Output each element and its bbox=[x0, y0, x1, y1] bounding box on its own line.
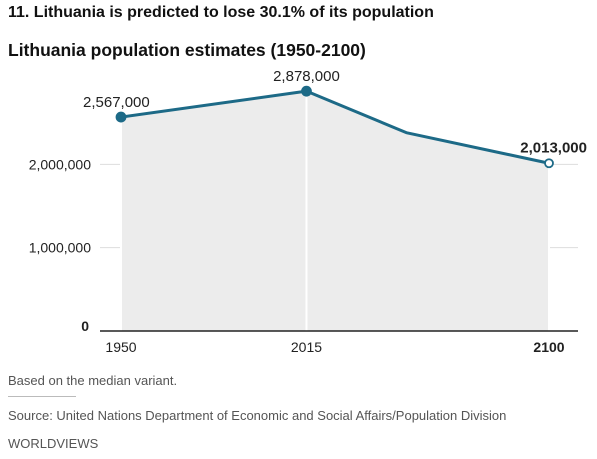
data-point-0 bbox=[115, 111, 127, 123]
population-line bbox=[120, 89, 550, 165]
tick-labels: 1950 2015 2100 0 1,000,000 2,000,000 bbox=[29, 156, 565, 355]
population-area bbox=[121, 91, 549, 332]
x-tick-label-1: 2015 bbox=[291, 339, 322, 355]
headline: 11. Lithuania is predicted to lose 30.1%… bbox=[8, 4, 434, 21]
y-tick-label-2: 2,000,000 bbox=[29, 156, 91, 172]
data-points bbox=[115, 85, 554, 169]
source-note: Source: United Nations Department of Eco… bbox=[8, 408, 507, 423]
data-label-0: 2,567,000 bbox=[83, 94, 150, 111]
highlight-lines bbox=[120, 91, 550, 331]
data-point-2 bbox=[544, 158, 554, 169]
chart-title: Lithuania population estimates (1950-210… bbox=[8, 40, 366, 60]
divider bbox=[8, 396, 76, 397]
x-tick-label-2: 2100 bbox=[533, 339, 564, 355]
data-label-2: 2,013,000 bbox=[520, 139, 587, 156]
x-tick-label-0: 1950 bbox=[105, 339, 136, 355]
y-tick-label-0: 0 bbox=[81, 318, 89, 334]
credit-label: WORLDVIEWS bbox=[8, 436, 99, 451]
data-labels: 2,567,000 2,878,000 2,013,000 bbox=[83, 68, 587, 156]
y-tick-label-1: 1,000,000 bbox=[29, 240, 91, 256]
data-point-1 bbox=[301, 85, 312, 97]
data-label-1: 2,878,000 bbox=[273, 68, 340, 85]
footnote: Based on the median variant. bbox=[8, 373, 178, 388]
